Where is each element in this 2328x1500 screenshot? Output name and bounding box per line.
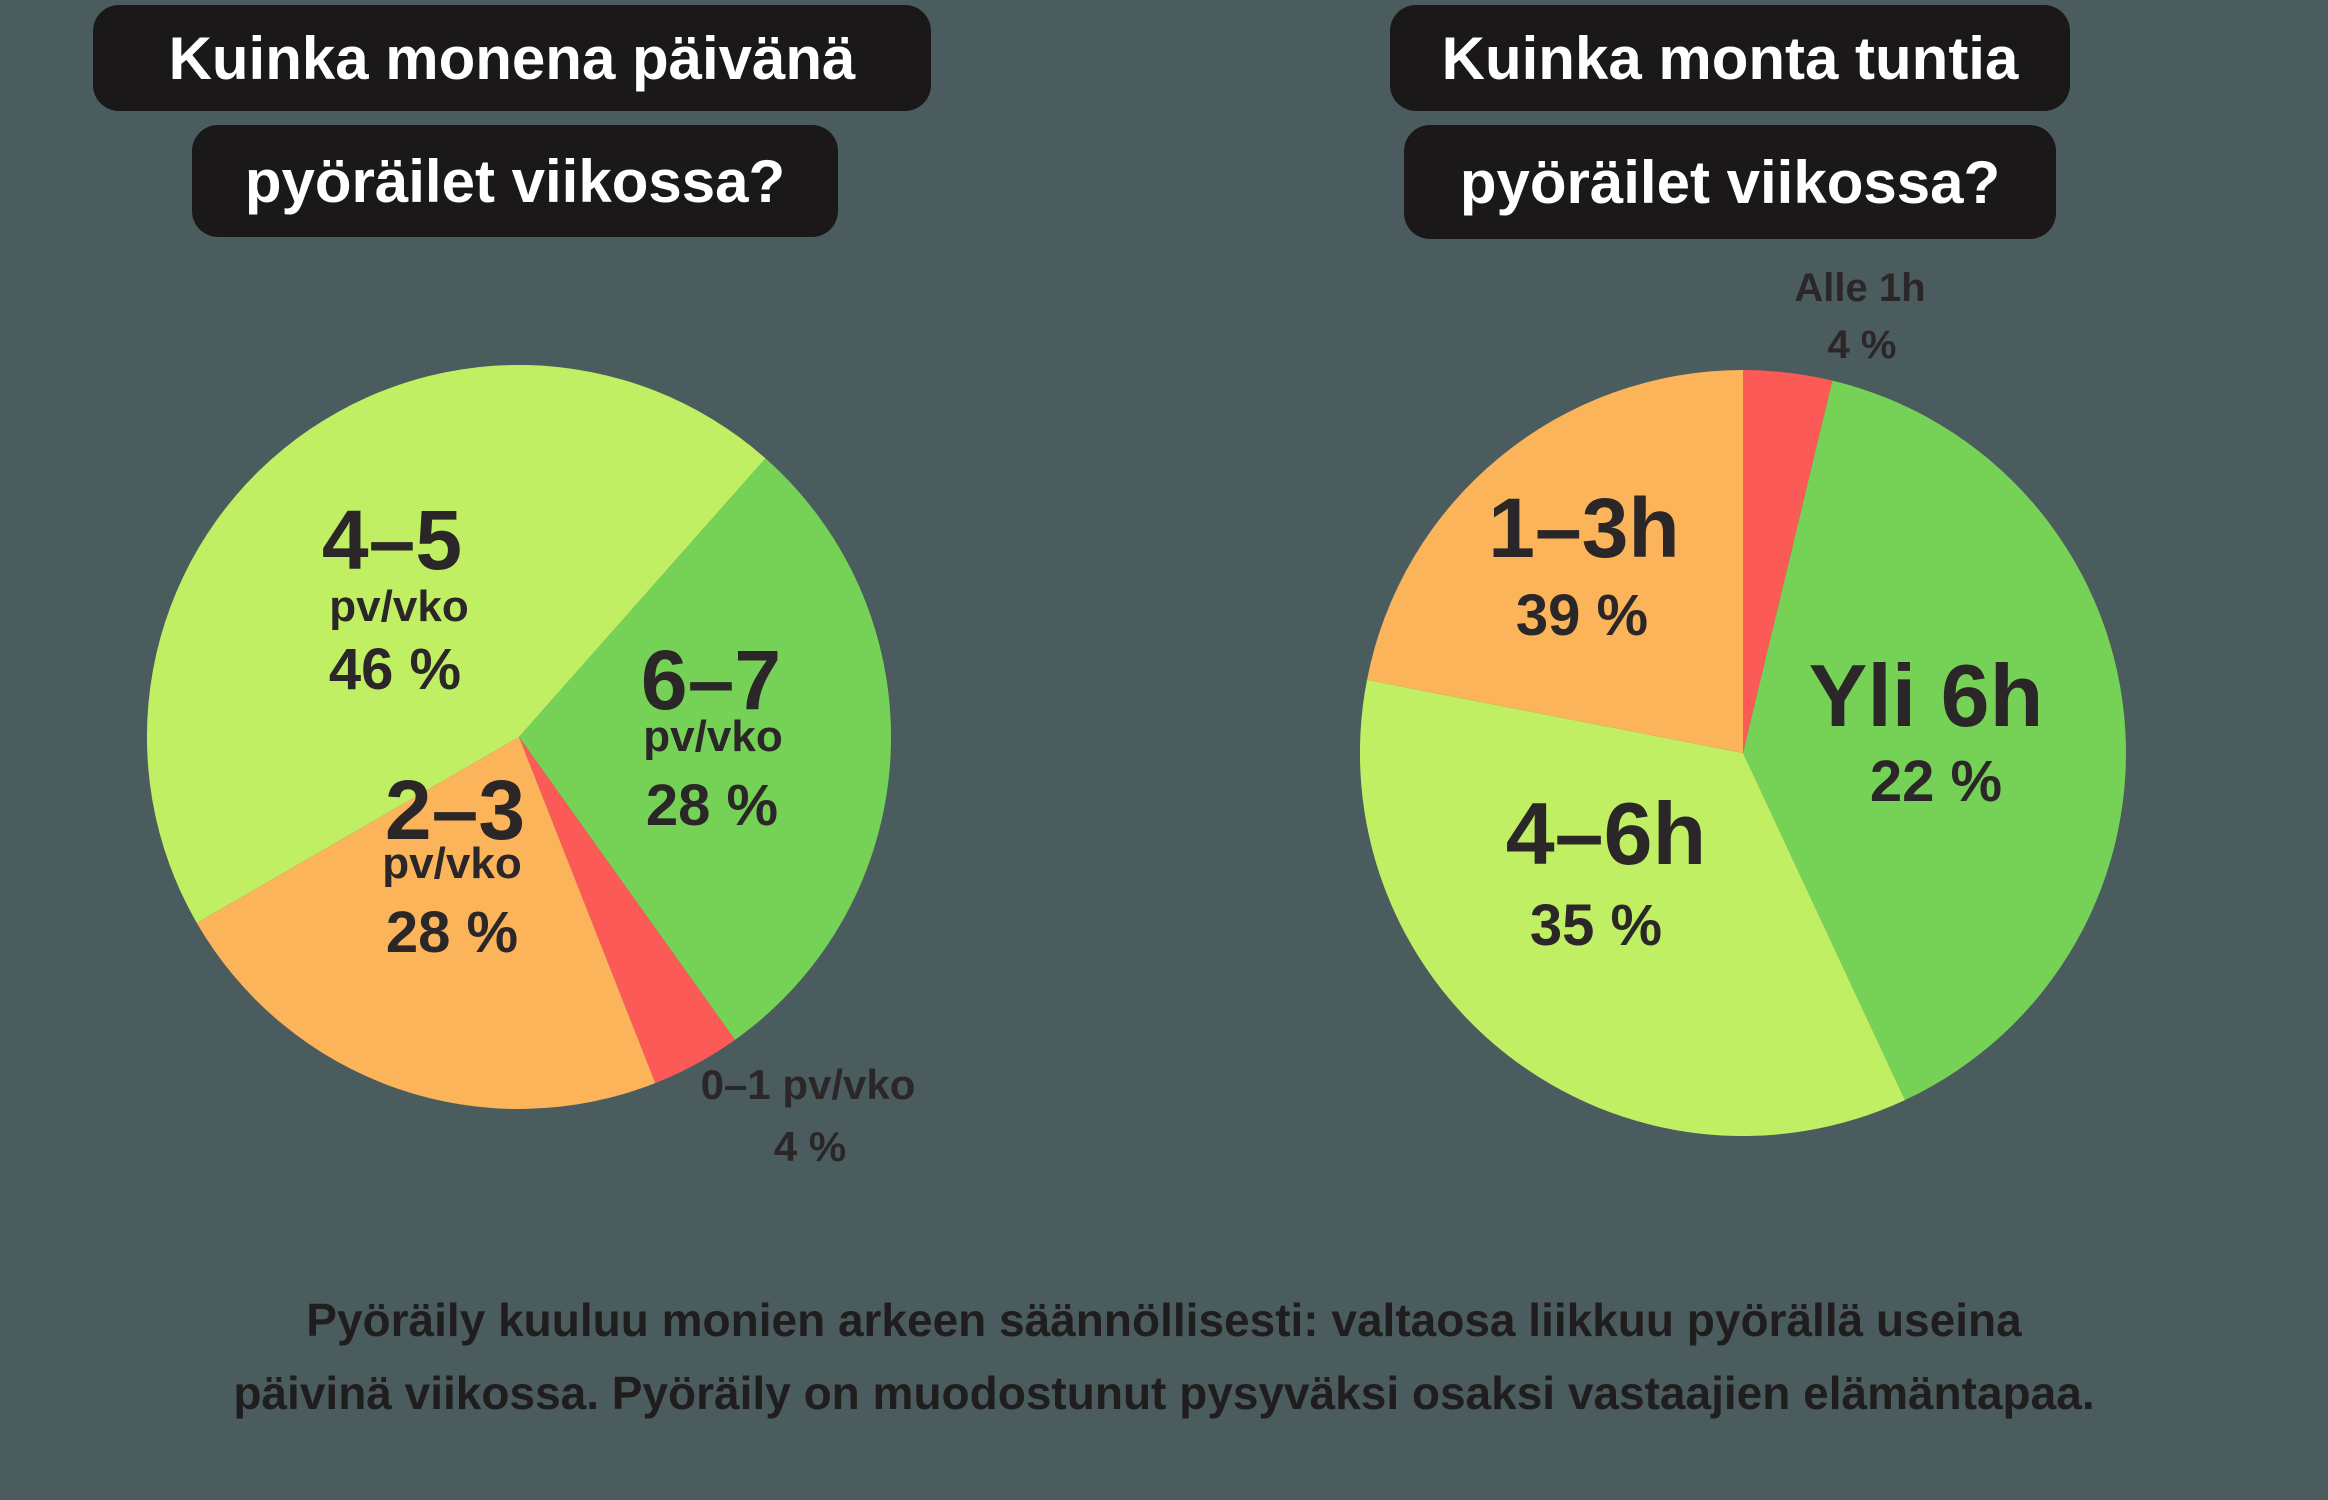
right-question-box-line1: Kuinka monta tuntia [1390, 5, 2070, 111]
left-pie-percent-0-1: 4 % [773, 1123, 847, 1170]
left-pie-label-2-3: 2–3 [384, 763, 526, 857]
right-pie-percent-alle-1h: 4 % [1827, 323, 1897, 367]
left-pie-unit-2-3: pv/vko [382, 839, 522, 888]
footer-text-line1: Pyöräily kuuluu monien arkeen säännöllis… [306, 1294, 2022, 1346]
left-question-box-line2: pyöräilet viikossa? [192, 125, 838, 237]
pie-left-slice-4–5 [146, 364, 766, 923]
pie-left-slice-2–3 [196, 737, 656, 1109]
right-question-box-line2: pyöräilet viikossa? [1404, 125, 2056, 239]
right-question-text-line2: pyöräilet viikossa? [1459, 148, 2001, 216]
right-pie-label-1-3h: 1–3h [1488, 481, 1680, 575]
right-question-text-line1: Kuinka monta tuntia [1441, 24, 2019, 92]
pie-right-slice-1–3h [1367, 369, 1743, 753]
left-pie-unit-4-5: pv/vko [329, 582, 469, 631]
left-question-text-line2: pyöräilet viikossa? [244, 147, 786, 215]
right-pie-percent-4-6h: 35 % [1529, 893, 1663, 958]
right-pie-percent-yli-6h: 22 % [1869, 749, 2003, 814]
pie-right-slice-Yli 6h [1743, 380, 2126, 1101]
right-pie-label-alle-1h: Alle 1h [1794, 266, 1926, 310]
left-pie-label-4-5: 4–5 [321, 493, 463, 587]
left-question-box-line1: Kuinka monena päivänä [93, 5, 931, 111]
right-pie-label-yli-6h: Yli 6h [1808, 646, 2044, 745]
left-question-text-line1: Kuinka monena päivänä [168, 24, 856, 92]
pie-left-slice-6–7 [519, 458, 892, 1040]
right-pie-percent-1-3h: 39 % [1515, 583, 1649, 648]
right-pie-label-4-6h: 4–6h [1505, 784, 1707, 883]
left-pie-percent-6-7: 28 % [645, 773, 779, 838]
pie-right-slice-4–6h [1359, 679, 1905, 1137]
left-pie-percent-2-3: 28 % [385, 900, 519, 965]
left-pie-label-6-7: 6–7 [640, 633, 782, 727]
left-pie-unit-6-7: pv/vko [643, 712, 783, 761]
pie-left-slice-0–1 pv/vko [519, 737, 735, 1084]
left-pie-label-0-1: 0–1 pv/vko [700, 1061, 916, 1108]
left-pie-percent-4-5: 46 % [328, 637, 462, 702]
pie-right-slice-Alle 1h [1743, 370, 1833, 753]
footer-text-line2: päivinä viikossa. Pyöräily on muodostunu… [233, 1367, 2095, 1419]
